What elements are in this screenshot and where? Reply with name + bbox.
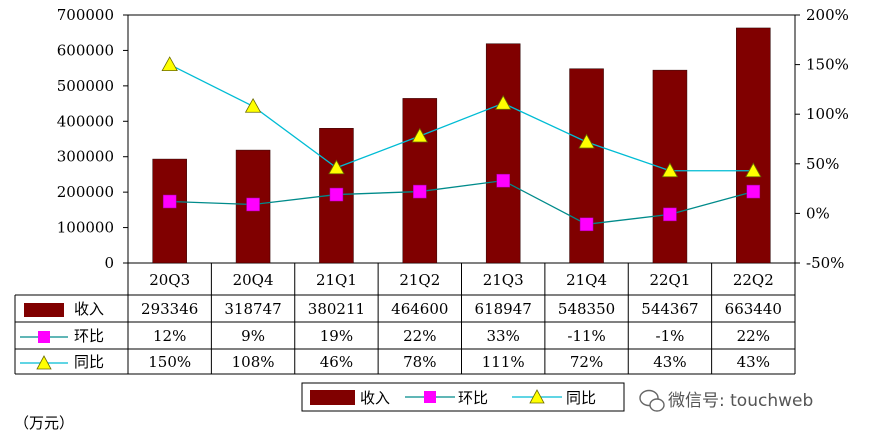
category-label: 21Q1: [316, 271, 357, 289]
yoy-point: [244, 97, 262, 113]
plot-frame: [127, 14, 796, 264]
row-key-mom-label: 环比: [74, 327, 104, 345]
yoy-point: [578, 133, 595, 149]
table-cell: 43%: [653, 353, 686, 371]
yoy-point: [411, 127, 428, 143]
table-cell: 663440: [725, 300, 782, 318]
revenue-bar: [402, 98, 438, 264]
right-tick-label: 100%: [806, 105, 849, 123]
left-tick-label: 600000: [57, 41, 114, 59]
mom-point: [162, 194, 177, 209]
mom-point: [663, 207, 677, 222]
revenue-bar: [152, 158, 187, 264]
left-tick-label: 0: [104, 254, 114, 272]
table-cell: 108%: [232, 353, 275, 371]
table-cell: 22%: [737, 327, 770, 345]
yoy-line: [169, 64, 754, 172]
category-label: 21Q3: [483, 271, 524, 289]
table-cell: 293346: [141, 300, 198, 318]
mom-line: [169, 179, 754, 225]
wechat-bubble-small: [649, 398, 665, 412]
right-tick-label: 50%: [806, 155, 839, 173]
left-tick-label: 200000: [57, 183, 114, 201]
table-cell: 618947: [475, 300, 532, 318]
category-label: 22Q1: [649, 271, 690, 289]
mom-point: [246, 197, 260, 212]
yoy-point: [328, 159, 345, 175]
revenue-bar: [736, 27, 771, 264]
wechat-icon: [639, 389, 665, 412]
yoy-point: [661, 162, 679, 178]
table-cell: 150%: [148, 353, 191, 371]
category-label: 22Q2: [733, 271, 774, 289]
right-tick-label: -50%: [806, 254, 844, 272]
mom-point: [329, 187, 344, 202]
row-key-revenue-label: 收入: [74, 300, 104, 318]
table-cell: 380211: [308, 300, 365, 318]
mom-point: [496, 173, 510, 188]
category-label: 20Q4: [233, 271, 274, 289]
category-label: 21Q4: [566, 271, 607, 289]
table-cell: 33%: [487, 327, 520, 345]
mom-point: [413, 184, 427, 199]
yoy-point: [161, 56, 178, 71]
mom-point: [746, 184, 761, 199]
row-key-mom-marker: [38, 331, 50, 343]
watermark: 微信号: touchweb: [639, 389, 813, 412]
table-cell: 19%: [320, 327, 353, 345]
row-key-revenue-swatch: [24, 303, 64, 317]
legend-yoy-label: 同比: [566, 389, 596, 407]
legend-mom-marker: [424, 391, 436, 403]
table-cell: 46%: [320, 353, 353, 371]
right-tick-label: 150%: [806, 56, 849, 74]
legend: 收入 环比 同比: [301, 382, 625, 412]
table-cell: 9%: [241, 327, 265, 345]
legend-revenue-swatch: [310, 390, 355, 405]
data-table: 20Q3 20Q4 21Q1 21Q2 21Q3 21Q4 22Q1 22Q2 293346 31…: [14, 263, 796, 375]
row-key-yoy-label: 同比: [74, 353, 104, 371]
table-cell: 111%: [482, 353, 525, 371]
table-cell: 548350: [558, 300, 615, 318]
revenue-bars: [152, 27, 771, 264]
yoy-point: [745, 162, 762, 178]
table-cell: 43%: [737, 353, 770, 371]
table-cell: 318747: [224, 300, 281, 318]
right-tick-label: 0%: [806, 204, 830, 222]
category-label: 21Q2: [399, 271, 440, 289]
table-cell: 12%: [153, 327, 186, 345]
plot-area-border: [127, 14, 796, 264]
table-cell: -11%: [567, 327, 605, 345]
left-tick-label: 700000: [57, 6, 114, 24]
revenue-bar: [485, 43, 521, 264]
left-tick-label: 100000: [57, 219, 114, 237]
left-tick-label: 500000: [57, 77, 114, 95]
right-axis-ticks: 200% 150% 100% 50% 0% -50%: [795, 6, 849, 272]
legend-box: [301, 382, 625, 412]
legend-yoy-marker: [529, 389, 545, 404]
category-label: 20Q3: [149, 271, 190, 289]
mom-point: [579, 217, 594, 232]
table-cell: 78%: [403, 353, 436, 371]
left-tick-label: 400000: [57, 112, 114, 130]
left-tick-label: 300000: [57, 148, 114, 166]
revenue-bar: [569, 68, 604, 264]
table-cell: 544367: [641, 300, 698, 318]
right-tick-label: 200%: [806, 6, 849, 24]
left-axis-ticks: 700000 600000 500000 400000 300000 200000 1000…: [57, 6, 128, 272]
watermark-text: 微信号: touchweb: [668, 391, 813, 411]
unit-label: （万元）: [14, 414, 74, 432]
yoy-point: [495, 94, 512, 110]
table-cell: 464600: [391, 300, 448, 318]
ratio-lines: [161, 56, 762, 232]
table-cell: 72%: [570, 353, 603, 371]
legend-revenue-label: 收入: [360, 389, 390, 407]
wechat-bubble-large: [639, 389, 659, 407]
table-cell: 22%: [403, 327, 436, 345]
table-cell: -1%: [656, 327, 685, 345]
legend-mom-label: 环比: [458, 389, 488, 407]
row-key-yoy-marker: [36, 355, 52, 370]
